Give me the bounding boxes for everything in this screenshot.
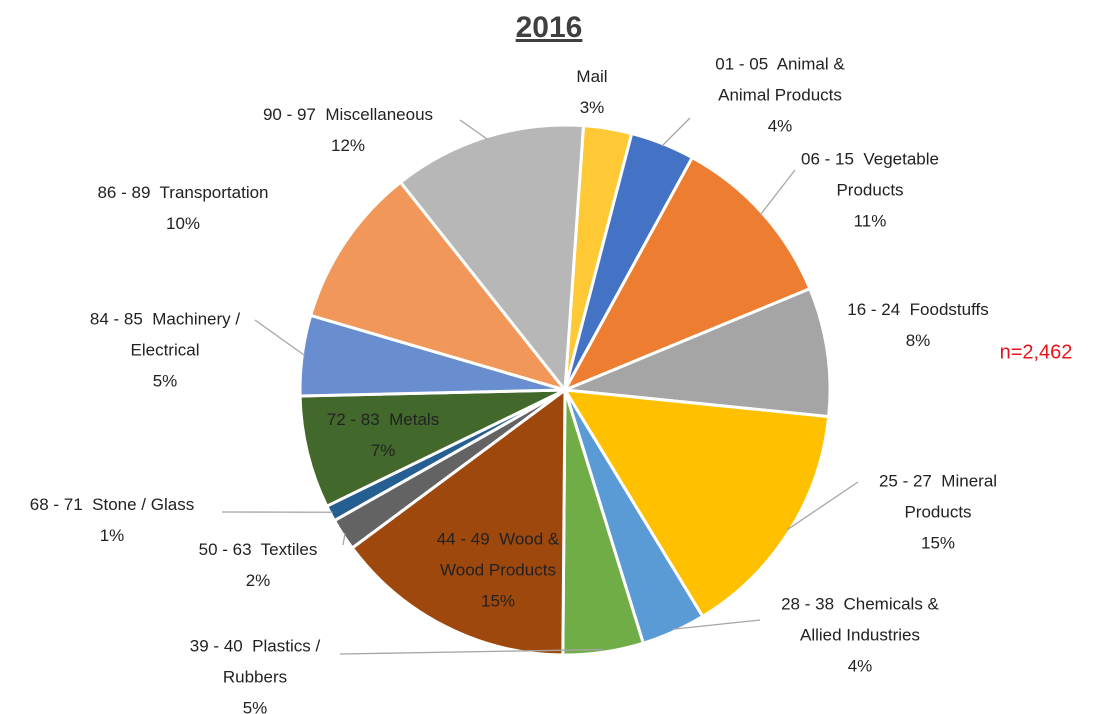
chart-title: 2016 [515, 11, 583, 44]
leader-line [459, 119, 488, 140]
category-label: 39 - 40 Plastics / Rubbers [189, 636, 325, 687]
category-label: 90 - 97 Miscellaneous [262, 105, 434, 124]
value-label: 15% [480, 591, 516, 611]
value-label: 7% [370, 441, 396, 460]
slice-label: 06 - 15 Vegetable Products 11% [780, 144, 960, 237]
category-label: 68 - 71 Stone / Glass [29, 495, 195, 514]
slice-label: 86 - 89 Transportation 10% [58, 177, 308, 239]
slice-label: 68 - 71 Stone / Glass 1% [0, 489, 237, 551]
pie-slice [350, 387, 567, 657]
leader-line [254, 319, 306, 357]
slice-label: 39 - 40 Plastics / Rubbers 5% [165, 631, 345, 714]
value-label: 12% [330, 136, 366, 155]
category-label: 16 - 24 Foodstuffs [847, 300, 989, 319]
value-label: 5% [242, 698, 268, 714]
leader-line [339, 648, 604, 655]
value-label: 11% [853, 211, 887, 231]
value-label: 4% [767, 116, 793, 136]
leader-line [661, 117, 691, 147]
value-label: 10% [165, 214, 201, 233]
value-label: 4% [847, 656, 873, 676]
category-label: 50 - 63 Textiles [198, 540, 318, 559]
slice-label: 16 - 24 Foodstuffs 8% [793, 294, 1043, 356]
slice-label: 72 - 83 Metals 7% [258, 404, 508, 466]
category-label: 44 - 49 Wood & Wood Products [436, 529, 564, 580]
slice-label: 90 - 97 Miscellaneous 12% [223, 99, 473, 161]
leader-line [786, 481, 859, 531]
value-label: 8% [905, 331, 931, 350]
pie-slice [562, 388, 831, 619]
slice-label: 44 - 49 Wood & Wood Products 15% [423, 524, 573, 617]
category-label: 86 - 89 Transportation [97, 183, 269, 202]
pie-slice [398, 123, 586, 394]
leader-line [672, 619, 761, 630]
category-label: 25 - 27 Mineral Products [878, 471, 1002, 522]
value-label: 3% [579, 98, 605, 117]
slice-label: 84 - 85 Machinery / Electrical 5% [68, 304, 263, 397]
slice-label: Mail 3% [532, 61, 652, 123]
pie-slice [308, 180, 570, 393]
category-label: Mail [576, 67, 608, 86]
value-label: 1% [99, 526, 125, 545]
category-label: 01 - 05 Animal & Animal Products [715, 54, 849, 105]
category-label: 06 - 15 Vegetable Products [800, 149, 944, 200]
value-label: 5% [152, 371, 178, 391]
leader-line [342, 532, 346, 546]
category-label: 84 - 85 Machinery / Electrical [89, 309, 245, 360]
slice-label: 50 - 63 Textiles 2% [133, 534, 383, 596]
annotation: n=2,462 [999, 341, 1073, 364]
leader-line [759, 169, 796, 216]
pie-slice [298, 388, 566, 509]
pie-slice [564, 286, 832, 419]
slice-label: 28 - 38 Chemicals & Allied Industries 4% [763, 589, 958, 682]
slice-label: 25 - 27 Mineral Products 15% [856, 466, 1021, 559]
value-label: 15% [920, 533, 956, 553]
category-label: 72 - 83 Metals [326, 410, 440, 429]
slice-label: 01 - 05 Animal & Animal Products 4% [693, 49, 868, 142]
category-label: 28 - 38 Chemicals & Allied Industries [781, 594, 943, 645]
value-label: 2% [245, 571, 271, 590]
